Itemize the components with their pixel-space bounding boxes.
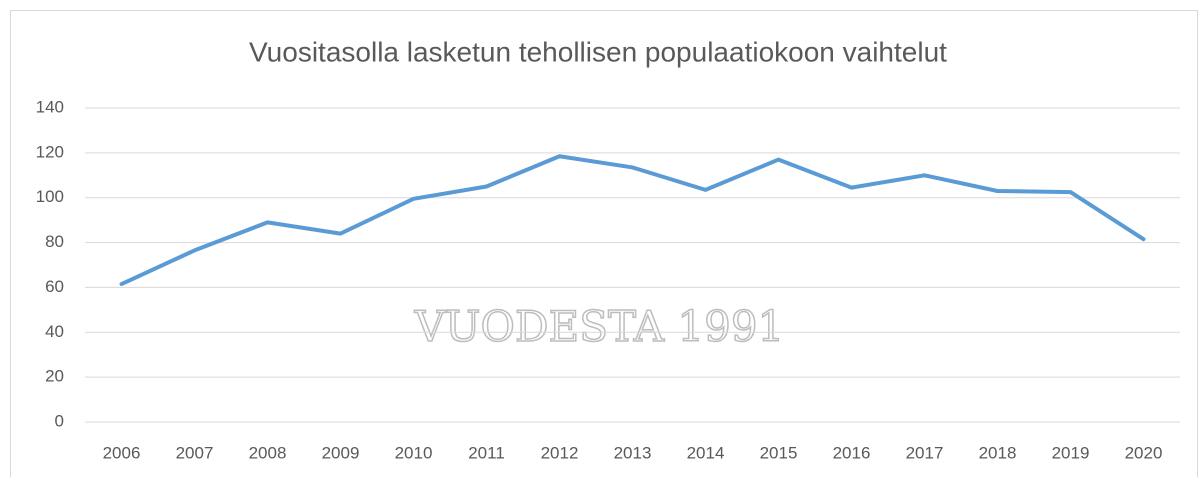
data-line <box>119 154 1146 287</box>
y-tick-label: 100 <box>36 187 64 206</box>
x-tick-label: 2019 <box>1052 443 1090 462</box>
x-tick-label: 2010 <box>395 443 433 462</box>
x-tick-label: 2007 <box>176 443 214 462</box>
y-tick-label: 20 <box>45 367 64 386</box>
x-tick-label: 2018 <box>979 443 1017 462</box>
y-tick-label: 120 <box>36 142 64 161</box>
x-tick-label: 2012 <box>541 443 579 462</box>
x-tick-label: 2017 <box>906 443 944 462</box>
chart-title: Vuositasolla lasketun tehollisen populaa… <box>249 36 947 67</box>
watermark: VUODESTA 1991 <box>414 302 785 351</box>
y-tick-label: 80 <box>45 232 64 251</box>
x-tick-label: 2009 <box>322 443 360 462</box>
y-tick-label: 40 <box>45 322 64 341</box>
x-tick-label: 2015 <box>760 443 798 462</box>
x-tick-label: 2008 <box>249 443 287 462</box>
x-tick-label: 2013 <box>614 443 652 462</box>
x-tick-label: 2020 <box>1125 443 1163 462</box>
y-tick-label: 60 <box>45 277 64 296</box>
x-tick-label: 2014 <box>687 443 725 462</box>
x-tick-label: 2016 <box>833 443 871 462</box>
chart-frame <box>10 10 1198 477</box>
x-tick-label: 2006 <box>103 443 141 462</box>
y-tick-label: 0 <box>55 411 64 430</box>
y-tick-label: 140 <box>36 97 64 116</box>
x-tick-label: 2011 <box>468 443 505 462</box>
